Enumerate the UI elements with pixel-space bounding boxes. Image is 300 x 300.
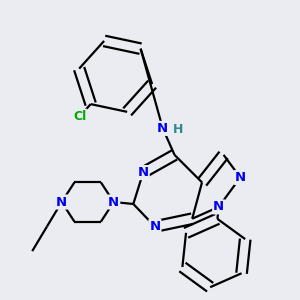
Text: N: N xyxy=(108,196,119,208)
Text: N: N xyxy=(138,166,149,179)
Text: N: N xyxy=(213,200,224,213)
Text: N: N xyxy=(56,196,67,208)
Text: N: N xyxy=(235,171,246,184)
Text: H: H xyxy=(173,123,183,136)
Text: N: N xyxy=(157,122,168,135)
Text: N: N xyxy=(149,220,161,233)
Text: Cl: Cl xyxy=(73,110,86,123)
